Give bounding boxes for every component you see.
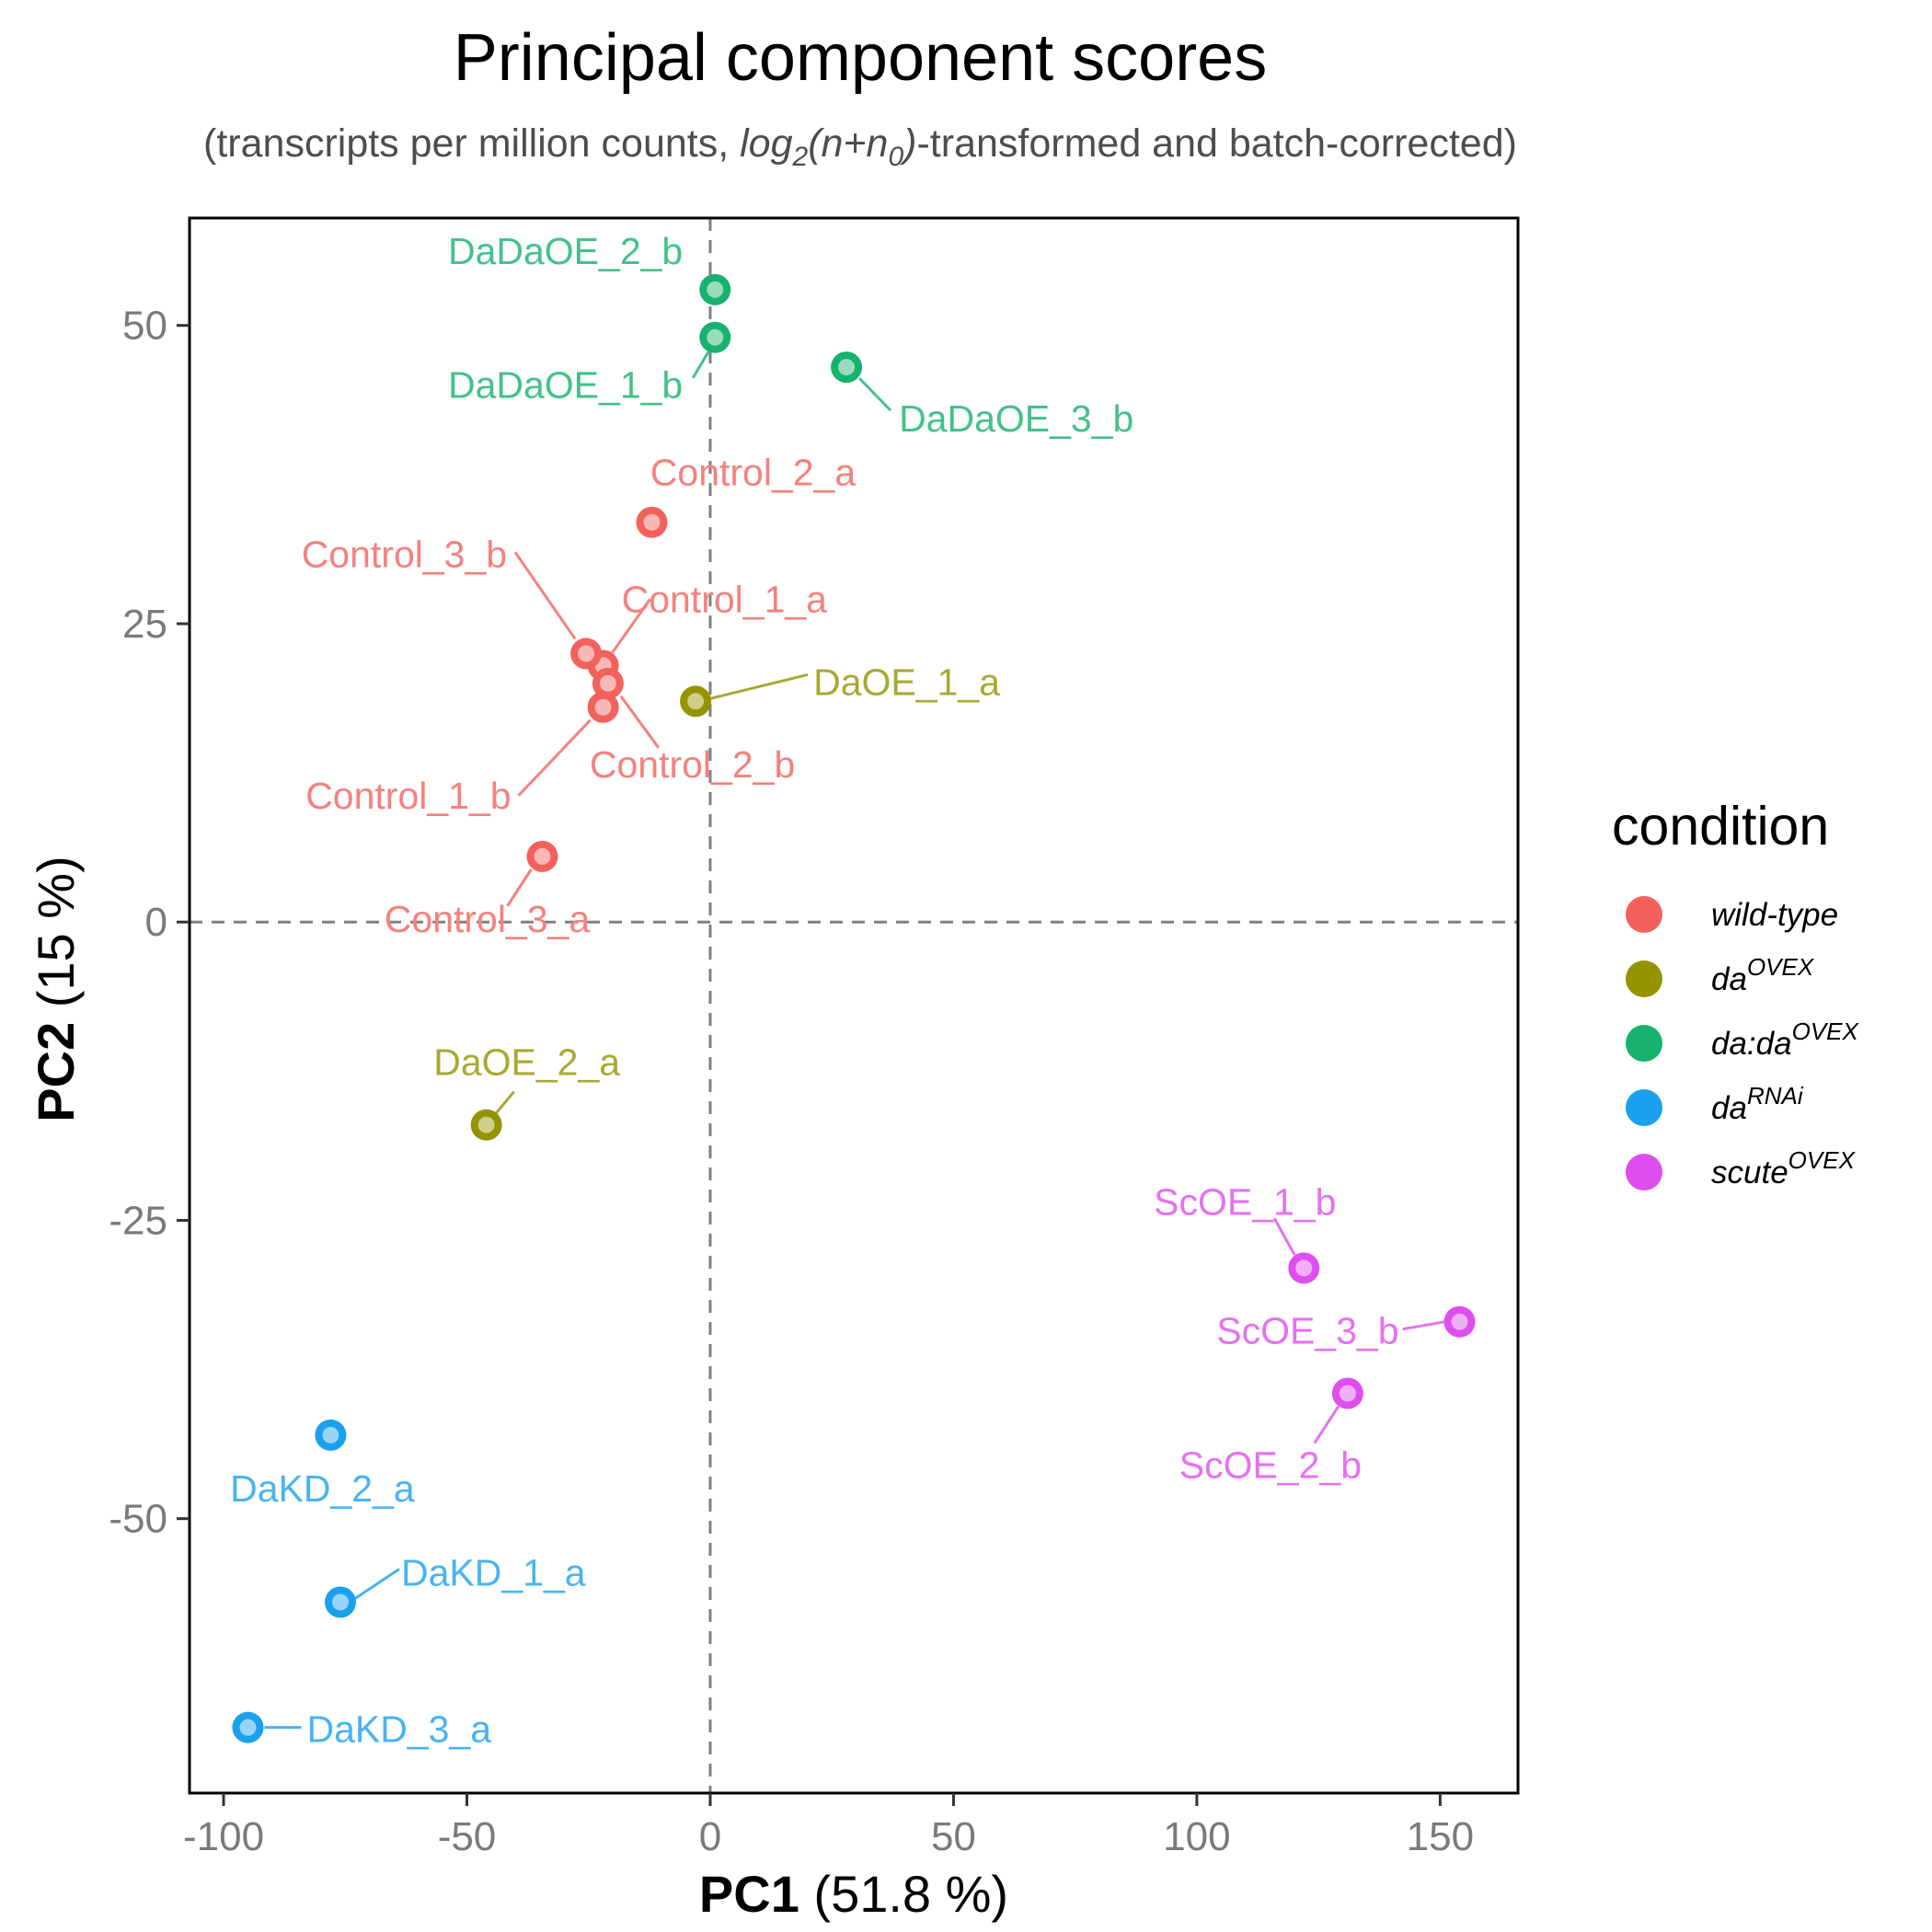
point-highlight-control-2-b (599, 674, 616, 692)
point-labels: Control_1_a Control_2_a Control_3_a Control… (230, 230, 1398, 1751)
point-highlight-control-3-a (534, 847, 551, 865)
x-tick-label: -50 (438, 1814, 497, 1859)
x-tick-label: 50 (931, 1814, 976, 1859)
subtitle-n0-sub: 0 (888, 142, 904, 172)
x-axis-title-bold: PC1 (699, 1865, 799, 1923)
connector-dadaoe-3-b (857, 377, 892, 412)
legend-key-daovex (1626, 960, 1662, 997)
point-highlight-dadaoe-2-b (707, 281, 724, 298)
point-highlight-dadaoe-3-b (838, 359, 856, 376)
connector-dadaoe-1-b (691, 347, 712, 379)
subtitle-formula-close: ) (903, 121, 917, 166)
point-highlight-dakd-1-a (331, 1593, 349, 1611)
label-dakd-3-a: DaKD_3_a (306, 1708, 491, 1751)
x-axis-title-rest: (51.8 %) (799, 1865, 1008, 1923)
point-highlight-control-2-a (643, 513, 661, 531)
legend-label-daovex: daOVEX (1711, 953, 1815, 997)
chart-title: Principal component scores (453, 21, 1268, 95)
label-control-1-a: Control_1_a (622, 578, 828, 620)
x-tick-label: 100 (1163, 1814, 1230, 1859)
point-highlight-dadaoe-1-b (707, 328, 724, 346)
label-daoe-1-a: DaOE_1_a (813, 661, 1000, 703)
y-axis-title-rest: (15 %) (27, 856, 85, 1022)
subtitle-log: log (740, 121, 793, 166)
y-tick-label: -25 (109, 1198, 167, 1243)
label-scoe-1-b: ScOE_1_b (1154, 1180, 1336, 1223)
label-dadaoe-1-b: DaDaOE_1_b (448, 364, 683, 407)
y-tick-label: 50 (122, 304, 167, 349)
point-highlight-dakd-2-a (322, 1426, 339, 1443)
connector-control-3-a (506, 868, 533, 907)
x-tick-label: -100 (183, 1814, 264, 1859)
y-tick-label: 25 (122, 602, 167, 647)
connector-daoe-1-a (709, 673, 809, 700)
connector-scoe-3-b (1402, 1320, 1445, 1331)
connector-control-1-b (517, 719, 592, 797)
label-control-2-b: Control_2_b (590, 743, 795, 786)
data-points (232, 273, 1476, 1743)
legend-key-wild-type (1626, 896, 1662, 933)
legend-key-dadaovex (1626, 1025, 1662, 1062)
y-tick-label: -50 (109, 1497, 167, 1542)
point-highlight-daoe-1-a (687, 693, 705, 710)
label-control-2-a: Control_2_a (650, 452, 857, 494)
label-daoe-2-a: DaOE_2_a (433, 1041, 620, 1084)
connector-control-3-b (513, 551, 577, 640)
x-axis-title: PC1 (51.8 %) (699, 1865, 1008, 1923)
legend-title: condition (1612, 796, 1829, 857)
label-control-1-b: Control_1_b (305, 775, 511, 817)
legend-key-scuteovex (1626, 1154, 1662, 1190)
x-tick-label: 150 (1407, 1814, 1474, 1859)
label-dakd-2-a: DaKD_2_a (230, 1467, 415, 1510)
legend-label-wild-type: wild-type (1711, 897, 1838, 933)
subtitle-log-base: 2 (792, 142, 809, 172)
connector-scoe-1-b (1272, 1217, 1296, 1257)
point-highlight-control-3-b (578, 645, 595, 662)
connector-dakd-1-a (354, 1568, 400, 1600)
point-highlight-control-1-b (594, 698, 612, 716)
point-highlight-scoe-3-b (1451, 1313, 1468, 1330)
legend-key-darnai (1626, 1089, 1662, 1126)
point-highlight-scoe-1-b (1295, 1259, 1313, 1277)
label-control-3-a: Control_3_a (385, 898, 591, 940)
y-axis-title-bold: PC2 (27, 1022, 85, 1122)
chart-subtitle: (transcripts per million counts, log2(n+… (0, 121, 1720, 171)
label-dadaoe-3-b: DaDaOE_3_b (899, 397, 1133, 440)
subtitle-formula-open: (n+n (808, 121, 889, 166)
label-control-3-b: Control_3_b (302, 533, 507, 575)
y-axis: -50 -25 0 25 50 (109, 304, 190, 1542)
y-axis-title: PC2 (15 %) (27, 856, 85, 1121)
label-scoe-3-b: ScOE_3_b (1216, 1310, 1398, 1352)
point-highlight-daoe-2-a (477, 1116, 495, 1133)
x-tick-label: 0 (699, 1814, 721, 1859)
label-dadaoe-2-b: DaDaOE_2_b (448, 230, 683, 272)
connector-control-2-b (619, 695, 661, 749)
label-scoe-2-b: ScOE_2_b (1179, 1444, 1362, 1487)
connector-control-1-a (611, 598, 651, 654)
x-axis: -100 -50 0 50 100 150 (183, 1793, 1474, 1859)
label-connectors (264, 347, 1445, 1730)
point-highlight-dakd-3-a (239, 1719, 257, 1736)
legend-label-darnai: daRNAi (1711, 1082, 1804, 1126)
label-dakd-1-a: DaKD_1_a (401, 1551, 586, 1593)
point-highlight-scoe-2-b (1339, 1385, 1356, 1402)
legend: condition wild-type daOVEX da:daOVEX daRNAi… (1612, 796, 1860, 1190)
legend-label-scuteovex: scuteOVEX (1711, 1146, 1857, 1190)
legend-label-dadaovex: da:daOVEX (1711, 1018, 1860, 1062)
y-tick-label: 0 (145, 900, 167, 945)
reference-lines (190, 218, 1518, 1793)
subtitle-formula: log2(n+n0) (740, 121, 917, 171)
subtitle-suffix: -transformed and batch-corrected) (916, 121, 1517, 166)
subtitle-prefix: (transcripts per million counts, (203, 121, 741, 166)
connector-scoe-2-b (1313, 1405, 1340, 1444)
plot-panel-border (188, 216, 1520, 1795)
connector-daoe-2-a (494, 1090, 515, 1115)
